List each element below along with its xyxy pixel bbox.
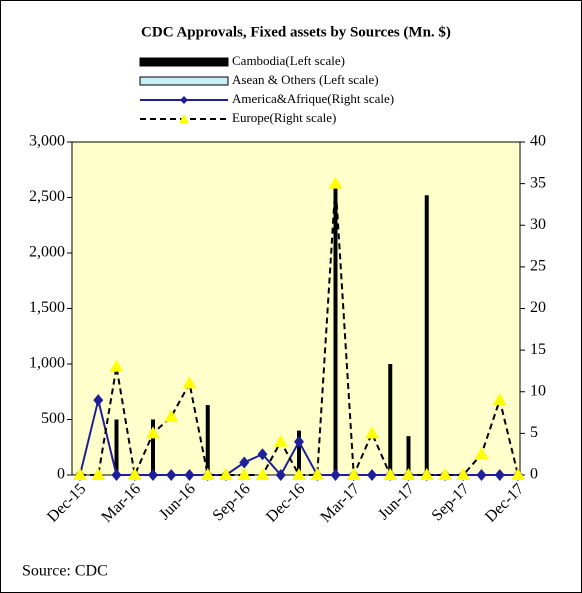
y2-tick-label: 40: [530, 133, 546, 150]
marker: [219, 468, 233, 480]
marker: [184, 469, 195, 481]
marker: [294, 435, 304, 448]
marker: [346, 468, 361, 480]
legend-label: Cambodia(Left scale): [232, 53, 345, 68]
marker: [127, 468, 142, 480]
marker: [494, 469, 505, 481]
bar: [205, 405, 210, 475]
marker: [93, 394, 104, 407]
y2-tick-label: 30: [530, 216, 546, 233]
legend-label: Asean & Others (Left scale): [232, 72, 379, 87]
legend-marker: [180, 96, 188, 104]
marker: [438, 468, 452, 480]
y-tick-label: 2,500: [29, 188, 65, 205]
bar: [151, 419, 155, 475]
chart-title: CDC Approvals, Fixed assets by Sources (…: [141, 24, 451, 40]
marker: [164, 409, 179, 422]
legend-marker: [179, 114, 189, 123]
bar: [114, 419, 119, 475]
y2-tick-label: 5: [530, 424, 538, 441]
y2-tick-label: 10: [530, 382, 546, 399]
marker: [273, 434, 288, 447]
marker: [182, 376, 197, 389]
marker: [330, 469, 341, 481]
legend-label: America&Afrique(Right scale): [232, 91, 394, 106]
bar: [297, 430, 301, 475]
marker: [255, 468, 270, 480]
marker: [275, 469, 286, 481]
bar: [424, 195, 429, 475]
y-tick-label: 1,000: [29, 355, 65, 372]
y-tick-label: 2,000: [29, 244, 65, 261]
y-tick-label: 500: [41, 410, 65, 427]
marker: [257, 448, 268, 461]
marker: [148, 469, 158, 481]
marker: [367, 469, 377, 481]
plot-area: [71, 141, 521, 476]
marker: [492, 393, 507, 406]
marker: [109, 359, 124, 372]
marker: [292, 468, 306, 480]
marker: [200, 468, 215, 480]
marker: [401, 468, 416, 480]
legend-swatch: [139, 76, 229, 86]
marker: [146, 426, 160, 439]
source: Source: CDC: [22, 563, 108, 580]
marker: [310, 468, 325, 480]
y-tick-label: 1,500: [29, 299, 65, 316]
marker: [511, 468, 525, 480]
marker: [365, 426, 379, 439]
marker: [419, 468, 434, 480]
y2-tick-label: 35: [530, 174, 546, 191]
marker: [111, 469, 122, 481]
y-tick-label: 0: [57, 466, 65, 483]
marker: [91, 468, 106, 480]
bar: [406, 436, 411, 475]
marker: [476, 469, 487, 481]
marker: [328, 176, 343, 189]
legend-swatch: [139, 57, 229, 67]
marker: [237, 468, 252, 480]
marker: [166, 469, 177, 481]
y2-tick-label: 20: [530, 299, 546, 316]
bar: [388, 364, 393, 475]
bar: [333, 186, 338, 475]
marker: [456, 468, 471, 480]
marker: [239, 456, 250, 469]
marker: [383, 468, 398, 480]
y-tick-label: 3,000: [29, 133, 65, 150]
legend-label: Europe(Right scale): [232, 110, 336, 125]
y2-tick-label: 15: [530, 341, 546, 358]
marker: [474, 447, 489, 460]
marker: [73, 468, 87, 480]
y2-tick-label: 25: [530, 258, 546, 275]
y2-tick-label: 0: [530, 466, 538, 483]
